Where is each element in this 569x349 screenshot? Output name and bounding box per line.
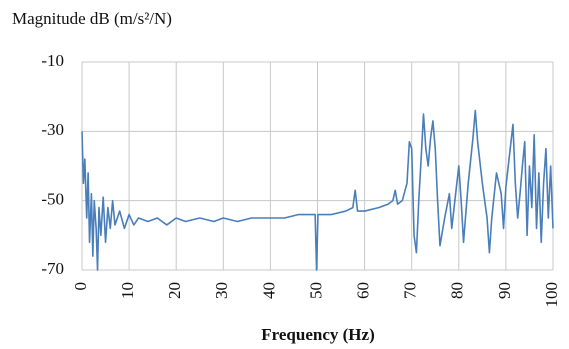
x-tick-label: 60 [354,282,373,299]
x-tick-label: 70 [401,282,420,299]
x-tick-label: 30 [212,282,231,299]
x-tick-label: 40 [259,282,278,299]
chart-title: Magnitude dB (m/s²/N) [12,9,172,28]
x-tick-label: 10 [118,282,137,299]
y-tick-label: -50 [41,190,64,209]
x-tick-label: 50 [306,282,325,299]
y-tick-label: -70 [41,259,64,278]
y-tick-label: -10 [41,51,64,70]
x-tick-label: 20 [165,282,184,299]
y-tick-label: -30 [41,120,64,139]
x-tick-label: 100 [542,282,561,308]
x-axis-label: Frequency (Hz) [261,325,374,344]
series-line [81,109,554,271]
x-tick-label: 0 [71,282,90,291]
x-tick-label: 80 [448,282,467,299]
x-tick-label: 90 [495,282,514,299]
